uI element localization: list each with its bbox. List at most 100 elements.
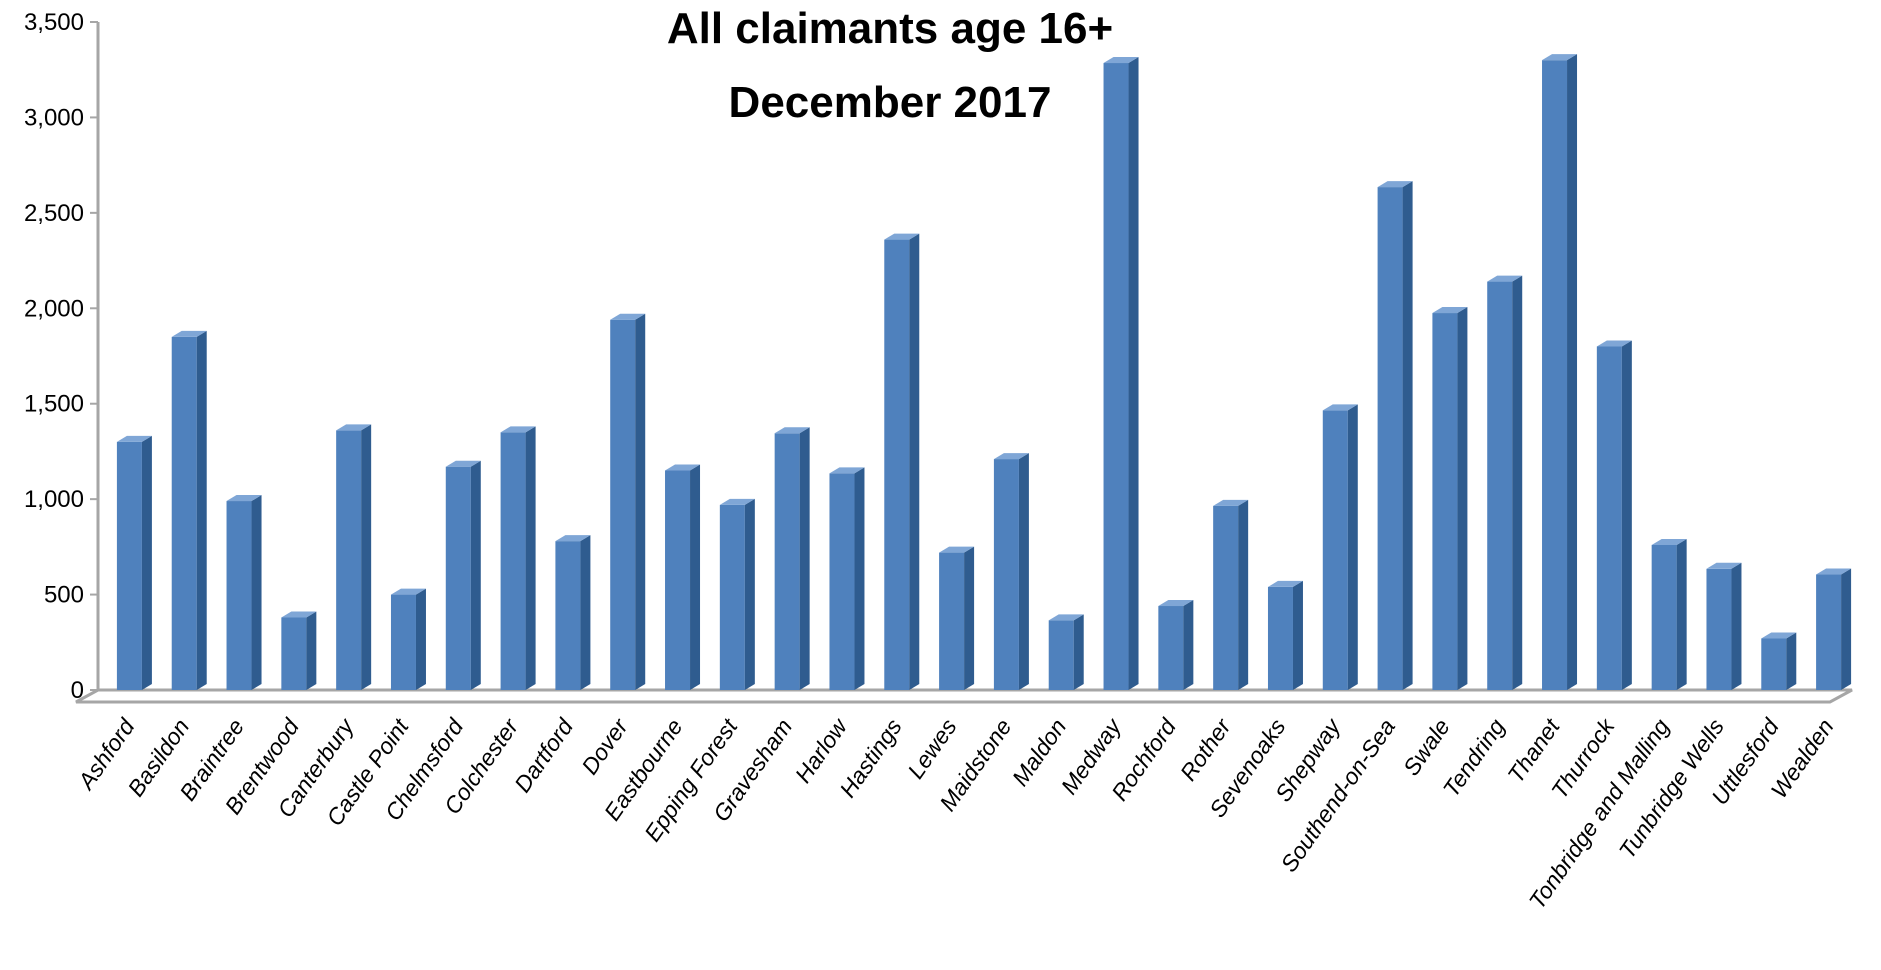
bar xyxy=(1432,307,1468,690)
bar-front xyxy=(1322,410,1348,690)
bar-side xyxy=(635,313,646,690)
bar-top xyxy=(610,313,646,320)
y-tick-label: 2,000 xyxy=(24,295,84,322)
bar xyxy=(1322,404,1358,690)
bar-top xyxy=(1377,181,1413,188)
bar-front xyxy=(610,319,636,690)
bar-side xyxy=(306,611,317,690)
bar xyxy=(1816,568,1852,690)
bar xyxy=(281,611,317,690)
bar-side xyxy=(415,588,426,690)
bar xyxy=(1596,340,1632,690)
bar-side xyxy=(1183,600,1194,690)
x-tick-label: Swale xyxy=(1398,714,1455,780)
bar-top xyxy=(1542,54,1578,61)
x-axis-labels: AshfordBasildonBraintreeBrentwoodCanterb… xyxy=(72,713,1839,914)
bar-front xyxy=(116,441,142,690)
bar-top xyxy=(1213,499,1249,506)
bar-top xyxy=(719,498,755,505)
bar xyxy=(884,233,920,690)
bar-side xyxy=(1347,404,1358,690)
bar-top xyxy=(993,453,1029,460)
y-tick-label: 1,500 xyxy=(24,391,84,418)
bar xyxy=(116,435,152,690)
bar-front xyxy=(1596,346,1622,690)
y-tick-label: 500 xyxy=(44,582,84,609)
bar-side xyxy=(1292,580,1303,690)
bar-side xyxy=(964,546,975,690)
bar-top xyxy=(1761,632,1797,639)
bar xyxy=(1651,538,1687,690)
chart-title-line-2: December 2017 xyxy=(729,78,1052,127)
y-tick-label: 0 xyxy=(71,677,84,704)
bar-front xyxy=(1267,586,1293,690)
bar-front xyxy=(1651,544,1677,690)
bars xyxy=(116,54,1852,690)
bar-front xyxy=(1487,281,1513,690)
bar-top xyxy=(281,611,317,618)
bar-front xyxy=(1542,60,1568,690)
bar-top xyxy=(1816,568,1852,575)
bar-front xyxy=(445,466,471,690)
bar xyxy=(829,467,865,690)
bar xyxy=(939,546,975,690)
bar-side xyxy=(1676,538,1687,690)
bar xyxy=(1706,562,1742,690)
bar-side xyxy=(799,427,810,690)
bar-side xyxy=(1238,499,1249,690)
bar-top xyxy=(774,427,810,434)
chart-title-line-1: All claimants age 16+ xyxy=(667,4,1113,53)
bar-side xyxy=(141,435,152,690)
bar-front xyxy=(719,504,745,690)
bar-side xyxy=(1018,453,1029,690)
chart-title: All claimants age 16+ December 2017 xyxy=(667,4,1113,127)
y-tick-label: 3,000 xyxy=(24,104,84,131)
bar-top xyxy=(445,460,481,467)
bar-front xyxy=(939,552,965,690)
bar-top xyxy=(171,330,207,337)
bar xyxy=(610,313,646,690)
bar-side xyxy=(909,233,920,690)
bar-front xyxy=(171,336,197,690)
bar-side xyxy=(1731,562,1742,690)
bar-side xyxy=(1512,275,1523,690)
bar-front xyxy=(555,541,581,690)
bar xyxy=(1542,54,1578,690)
bar xyxy=(1377,181,1413,690)
bar-front xyxy=(993,459,1019,690)
bar-top xyxy=(336,424,372,431)
bar-top xyxy=(939,546,975,553)
bar xyxy=(719,498,755,690)
y-tick-label: 3,500 xyxy=(24,9,84,36)
bar-side xyxy=(690,464,701,690)
bar-top xyxy=(665,464,701,471)
bar-top xyxy=(884,233,920,240)
bar xyxy=(336,424,372,690)
bar-side xyxy=(470,460,481,690)
bar-front xyxy=(1158,606,1184,690)
bar-front xyxy=(829,473,855,690)
bar-front xyxy=(226,501,252,690)
bar-top xyxy=(1651,538,1687,545)
bar xyxy=(171,330,207,690)
bar-top xyxy=(1706,562,1742,569)
y-axis-ticks: 0 500 1,000 1,500 2,000 2,500 3,000 3,500 xyxy=(24,9,98,704)
x-axis-floor xyxy=(75,688,1853,704)
bar xyxy=(1267,580,1303,690)
bar-front xyxy=(500,432,526,690)
bar-side xyxy=(1786,632,1797,690)
bar-top xyxy=(555,535,591,542)
bar xyxy=(1103,57,1139,690)
bar-front xyxy=(884,239,910,690)
bar xyxy=(665,464,701,690)
bar xyxy=(993,453,1029,690)
bar-side xyxy=(1621,340,1632,690)
bar-top xyxy=(1487,275,1523,282)
bar-front xyxy=(336,430,362,690)
bar-side xyxy=(1457,307,1468,690)
bar-side xyxy=(525,426,536,690)
bar-top xyxy=(1322,404,1358,411)
bar-front xyxy=(390,594,416,690)
y-tick-label: 2,500 xyxy=(24,200,84,227)
